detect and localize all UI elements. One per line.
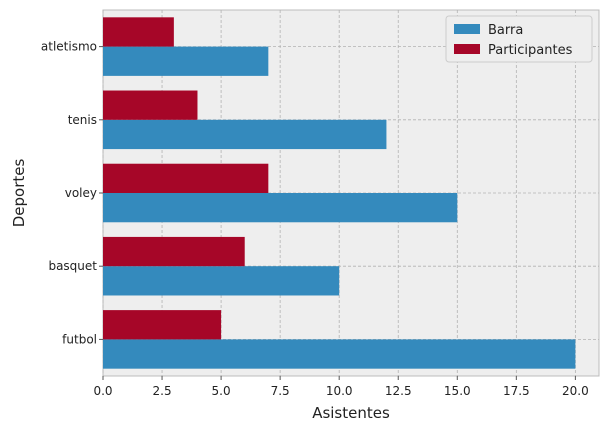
bar-participantes-voley [103, 163, 269, 193]
x-tick-label: 5.0 [212, 384, 231, 398]
bar-participantes-atletismo [103, 17, 174, 47]
legend-swatch [454, 44, 480, 54]
legend-label: Barra [488, 23, 523, 38]
bar-barra-tenis [103, 119, 387, 150]
y-tick-label: atletismo [41, 40, 97, 54]
y-tick-label: basquet [48, 259, 97, 273]
bar-barra-futbol [103, 339, 576, 369]
bar-participantes-basquet [103, 236, 245, 267]
x-tick-label: 2.5 [153, 384, 172, 398]
bar-barra-voley [103, 193, 458, 223]
x-axis-ticks: 0.0 2.5 5.0 7.5 10.0 12.5 15.0 17.5 20.0 [93, 376, 589, 398]
bar-barra-atletismo [103, 46, 269, 76]
x-tick-label: 7.5 [271, 384, 290, 398]
bar-barra-basquet [103, 266, 340, 296]
legend: Barra Participantes [445, 15, 593, 63]
x-tick-label: 17.5 [503, 384, 530, 398]
y-tick-label: tenis [68, 113, 97, 127]
bar-participantes-futbol [103, 310, 222, 340]
x-tick-label: 0.0 [93, 384, 112, 398]
legend-swatch [454, 24, 480, 34]
x-axis-label: Asistentes [312, 404, 390, 422]
legend-label: Participantes [488, 43, 573, 58]
x-tick-label: 10.0 [326, 384, 353, 398]
y-tick-label: voley [65, 186, 97, 200]
legend-box [445, 15, 593, 63]
y-axis-ticks: futbol basquet voley tenis atletismo [41, 40, 103, 346]
bar-participantes-tenis [103, 90, 198, 120]
x-tick-label: 12.5 [385, 384, 412, 398]
y-axis-label: Deportes [10, 159, 28, 228]
bars [103, 17, 576, 369]
x-tick-label: 15.0 [444, 384, 471, 398]
x-tick-label: 20.0 [562, 384, 589, 398]
y-tick-label: futbol [62, 332, 97, 346]
